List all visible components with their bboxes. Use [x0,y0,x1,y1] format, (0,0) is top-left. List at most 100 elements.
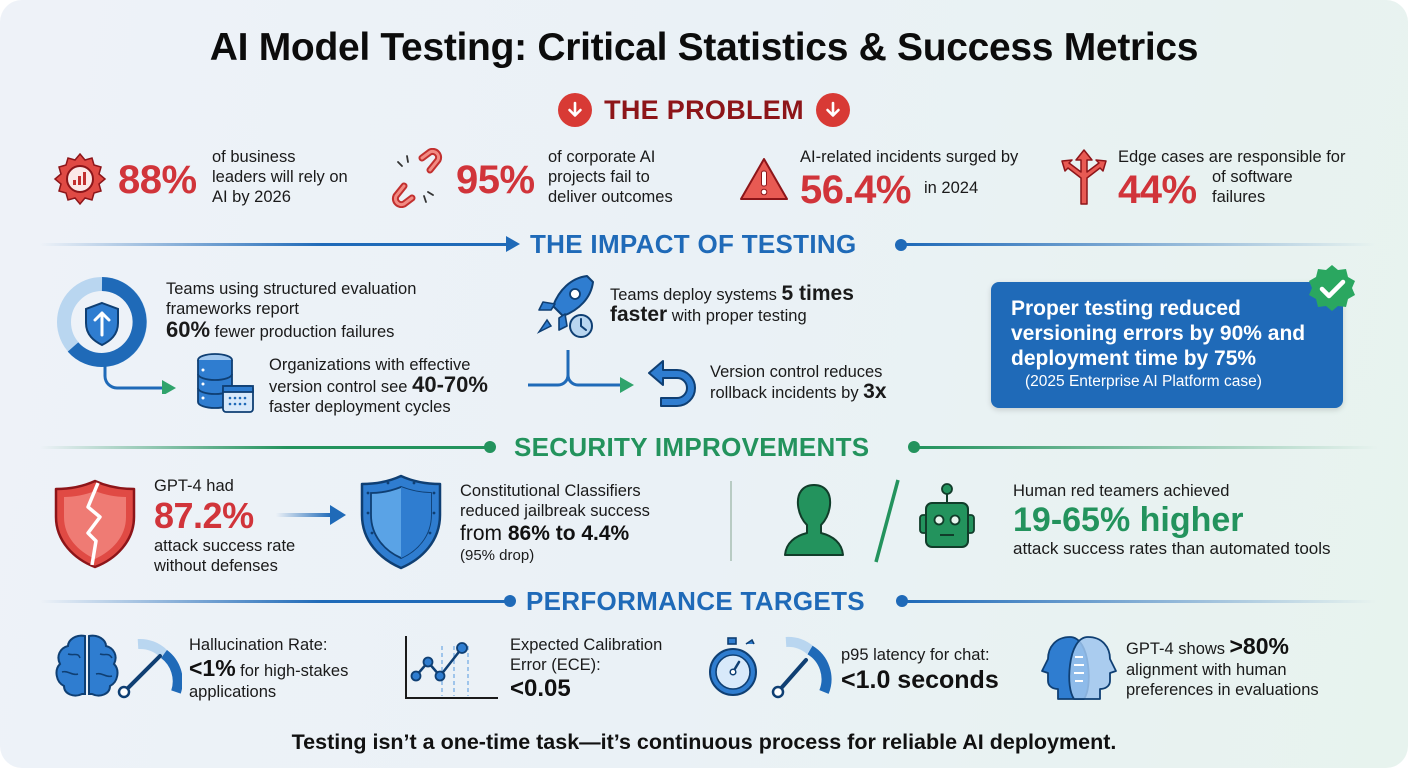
stat-suffix: of software [1212,168,1293,186]
page-title: AI Model Testing: Critical Statistics & … [209,26,1199,69]
divider-line [906,600,1376,603]
impact-rollback-text: Version control reduces rollback inciden… [710,362,950,403]
case-line: deployment time by 75% [1011,347,1257,370]
divider-line [40,243,510,246]
dot-marker [895,239,907,251]
verified-badge-icon [1309,265,1355,311]
arrow-right-icon [276,505,346,525]
stat-prefix: AI-related incidents surged by [800,148,1019,166]
security-classifiers-text: Constitutional Classifiers reduced jailb… [460,481,700,566]
stat-suffix: in 2024 [924,179,979,197]
stat-text: of business [212,148,296,166]
text-line: for high-stakes [240,662,349,680]
stat-value: 3x [863,380,887,403]
stat-value: 56.4% [800,168,911,212]
gear-chart-icon [53,152,107,206]
broken-chain-icon [391,148,443,208]
impact-structured-text: Teams using structured evaluation framew… [166,279,486,342]
stat-value: <1.0 seconds [841,666,999,694]
stat-value: 5 times [781,282,854,305]
case-source: (2025 Enterprise AI Platform case) [1025,373,1262,390]
problem-stat-56: AI-related incidents surged by 56.4% in … [738,146,1058,210]
stat-value: 86% to 4.4% [507,522,630,545]
perf-latency-text: p95 latency for chat: <1.0 seconds [841,645,1041,695]
text-line: Human red teamers achieved [1013,482,1230,500]
perf-hallucination-text: Hallucination Rate: <1% for high-stakes … [189,635,389,702]
stat-value: 95% [456,158,535,202]
connector-arrow [528,350,634,393]
case-study-card: Proper testing reduced versioning errors… [991,282,1343,408]
perf-ece-text: Expected Calibration Error (ECE): <0.05 [510,635,710,703]
text-line: p95 latency for chat: [841,646,990,664]
donut-shield-icon [57,277,147,367]
divider-line [905,243,1375,246]
text-line: Constitutional Classifiers [460,482,641,500]
text-line: with proper testing [671,307,807,325]
text-line: reduced jailbreak success [460,502,650,520]
text-line: Version control reduces [710,363,883,381]
problem-stat-95: 95% of corporate AI projects fail to del… [388,146,708,210]
arrow-down-circle-icon [815,93,850,127]
stat-value: 88% [118,158,197,202]
text-line: Expected Calibration [510,636,663,654]
text-line: from [460,522,502,545]
database-calendar-icon [197,353,254,413]
calibration-chart-icon [405,636,498,699]
security-gpt4-text: GPT-4 had 87.2% attack success rate with… [154,476,354,576]
section-header-performance: PERFORMANCE TARGETS [526,586,865,616]
text-line: attack success rate [154,537,296,555]
text-line: without defenses [154,557,278,575]
stat-text: deliver outcomes [548,188,673,206]
text-line: Teams deploy systems [610,286,777,304]
stat-text: projects fail to [548,168,650,186]
text-line: Organizations with effective [269,356,471,374]
arrow-down-circle-icon [558,93,593,127]
text-line: Hallucination Rate: [189,636,328,654]
case-line: versioning errors by 90% and [1011,322,1306,345]
rocket-clock-icon [536,275,594,338]
stat-prefix: Edge cases are responsible for [1118,148,1346,166]
stat-value: 40-70% [412,372,488,397]
problem-stat-88: 88% of business leaders will rely on AI … [52,146,372,210]
text-line: GPT-4 had [154,477,234,495]
arrow-right-icon [506,236,520,252]
dot-marker [484,441,496,453]
human-icon [784,484,844,556]
undo-arrow-icon [648,360,696,407]
stopwatch-gauge-icon [709,636,832,699]
impact-version-text: Organizations with effective version con… [269,355,529,417]
stat-value: faster [610,303,668,326]
robot-icon [919,483,975,548]
divider-line [40,446,488,449]
vertical-divider [730,481,732,561]
broken-shield-icon [54,479,136,569]
text-line: Error (ECE): [510,656,601,674]
brain-gauge-icon [55,634,182,699]
section-header-impact: THE IMPACT OF TESTING [530,229,857,259]
text-line: GPT-4 shows [1126,640,1226,658]
text-line: preferences in evaluations [1126,681,1319,699]
stat-suffix: failures [1212,188,1266,206]
section-header-security: SECURITY IMPROVEMENTS [514,432,870,462]
text-line: Teams using structured evaluation [166,280,417,298]
divider-line [918,446,1378,449]
stat-text: AI by 2026 [212,188,291,206]
text-line: alignment with human [1126,661,1287,679]
warning-triangle-icon [740,158,788,200]
case-line: Proper testing reduced [1011,297,1241,320]
problem-stat-44: Edge cases are responsible for 44% of so… [1058,146,1378,210]
stat-text: of corporate AI [548,148,656,166]
problem-header-label: THE PROBLEM [604,94,804,125]
shield-icon [360,474,442,570]
text-line: rollback incidents by [710,384,859,402]
stat-value: <1% [189,655,236,681]
stat-value: 19-65% higher [1013,501,1244,539]
footer-tagline: Testing isn’t a one-time task—it’s conti… [291,730,1117,754]
dot-marker [908,441,920,453]
stat-value: <0.05 [510,675,571,702]
connector-arrow [103,358,176,394]
perf-alignment-text: GPT-4 shows >80% alignment with human pr… [1126,633,1386,700]
dot-marker [896,595,908,607]
two-heads-icon [1041,636,1117,700]
